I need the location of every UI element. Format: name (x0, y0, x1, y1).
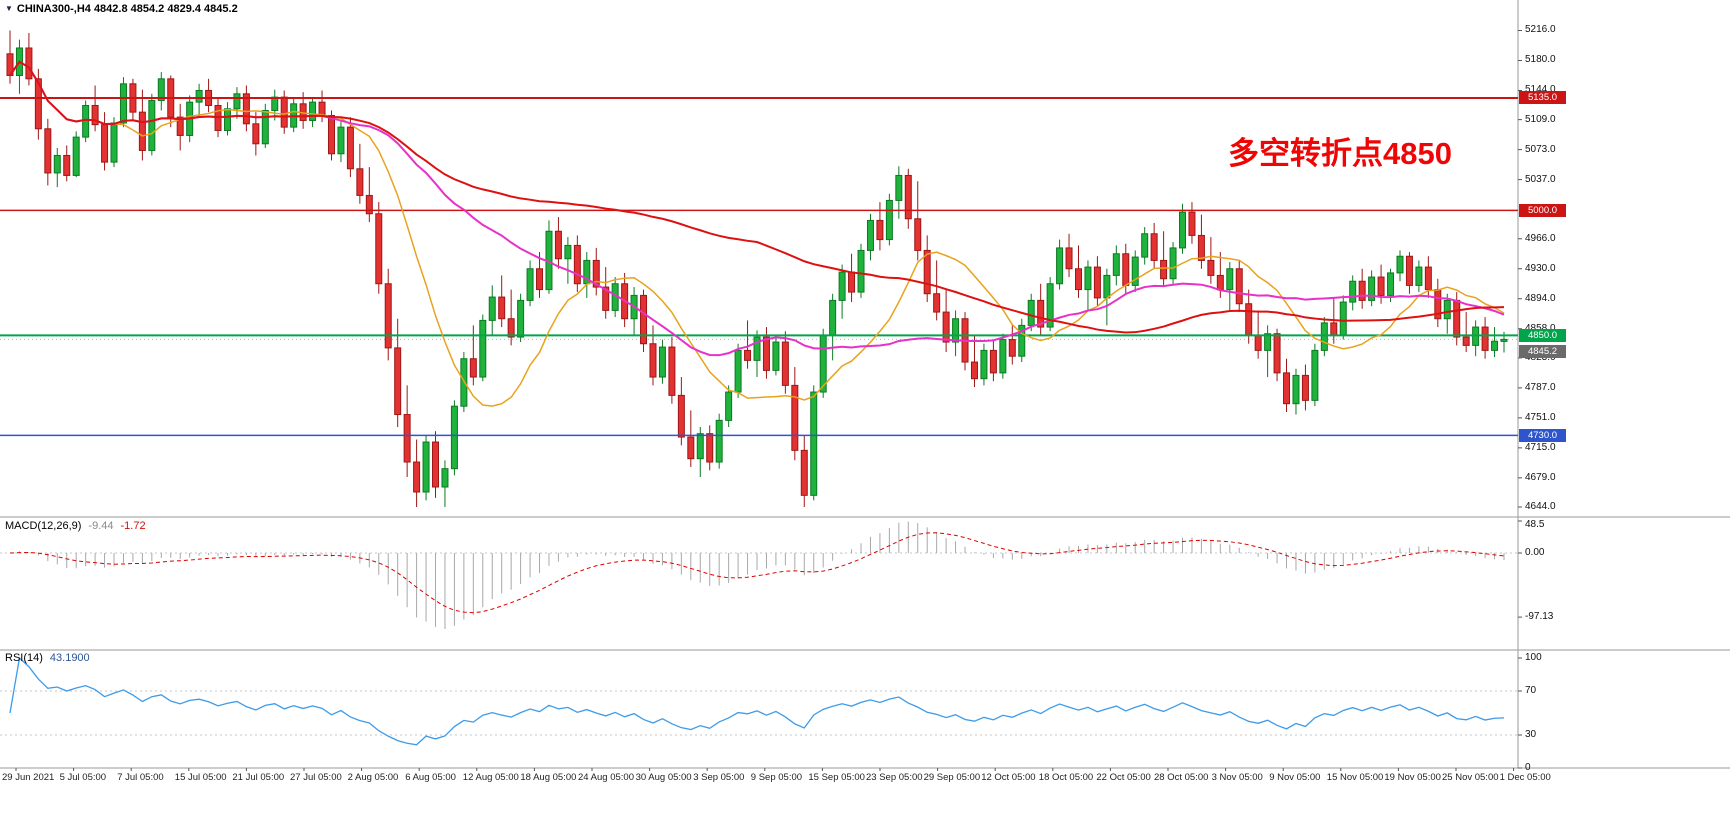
time-tick-label[interactable]: 9 Nov 05:00 (1269, 772, 1321, 783)
panel-separators (0, 0, 1730, 769)
price-tick-label: 4966.0 (1525, 232, 1556, 244)
rsi-tick-label: 100 (1525, 652, 1542, 663)
rsi-level-lines (0, 690, 1518, 736)
price-tick-label: 4644.0 (1525, 501, 1556, 512)
rsi-value: 43.1900 (49, 652, 90, 664)
price-tick-label: 5073.0 (1525, 143, 1556, 155)
price-tick-label: 5144.0 (1525, 84, 1556, 96)
price-tick-label: 4751.0 (1525, 411, 1556, 423)
rsi-tick-label: 0 (1525, 762, 1531, 773)
time-tick-label[interactable]: 21 Jul 05:00 (232, 772, 285, 783)
time-tick-label[interactable]: 6 Aug 05:00 (405, 772, 456, 783)
time-tick-label[interactable]: 23 Sep 05:00 (866, 772, 923, 783)
macd-histogram-value: -9.44 (88, 520, 114, 532)
time-tick-label[interactable]: 29 Sep 05:00 (923, 772, 981, 783)
time-tick-label[interactable]: 15 Jul 05:00 (174, 772, 227, 783)
time-tick-label[interactable]: 18 Aug 05:00 (520, 772, 577, 783)
rsi-tick-label: 30 (1525, 729, 1537, 740)
price-tick-label: 5180.0 (1525, 54, 1556, 66)
price-tick-label: 4858.0 (1525, 322, 1556, 334)
macd-signal-value: -1.72 (120, 520, 146, 532)
macd-signal-line (9, 532, 1505, 614)
ma-line-80 (9, 60, 1505, 334)
rsi-line (9, 656, 1505, 746)
time-tick-label[interactable]: 1 Dec 05:00 (1499, 772, 1551, 783)
time-tick-label[interactable]: 2 Aug 05:00 (347, 772, 399, 783)
time-tick-label[interactable]: 12 Aug 05:00 (462, 772, 519, 783)
macd-tick-label: 48.5 (1525, 519, 1545, 530)
ma-line-12 (9, 60, 1505, 407)
annotation-text: 多空转折点4850 (1228, 136, 1452, 171)
price-tick-label: 4715.0 (1525, 441, 1556, 453)
price-tick-label: 4823.0 (1525, 351, 1556, 363)
price-tick-label: 4787.0 (1525, 381, 1556, 393)
time-tick-label[interactable]: 22 Oct 05:00 (1096, 772, 1151, 783)
time-tick-label[interactable]: 5 Jul 05:00 (59, 772, 107, 783)
time-tick-label[interactable]: 25 Nov 05:00 (1442, 772, 1499, 783)
horizontal-price-lines[interactable] (0, 96, 1518, 437)
macd-name: MACD(12,26,9) (5, 520, 82, 532)
price-tick-label: 5109.0 (1525, 113, 1556, 125)
price-tick-label: 5216.0 (1525, 24, 1556, 36)
price-tick-label: 5037.0 (1525, 173, 1556, 185)
time-tick-label[interactable]: 9 Sep 05:00 (750, 772, 803, 783)
time-tick-label[interactable]: 27 Jul 05:00 (290, 772, 342, 783)
time-tick-label[interactable]: 18 Oct 05:00 (1038, 772, 1094, 783)
chart-title: ▼ CHINA300-,H4 4842.8 4854.2 4829.4 4845.… (5, 3, 238, 15)
axis-tick-marks (15, 29, 1522, 771)
symbol-ohlc-text: CHINA300-,H4 4842.8 4854.2 4829.4 4845.2 (16, 3, 238, 15)
rsi-tick-label: 70 (1525, 685, 1537, 696)
time-axis[interactable]: 29 Jun 2021 5 Jul 05:00 7 Jul 05:00 15 Jul … (0, 768, 1730, 796)
time-tick-label[interactable]: 15 Nov 05:00 (1326, 772, 1384, 783)
time-tick-label[interactable]: 7 Jul 05:00 (117, 772, 164, 783)
macd-indicator-label: MACD(12,26,9) -9.44 -1.72 (5, 520, 146, 532)
time-tick-label[interactable]: 3 Sep 05:00 (693, 772, 745, 783)
dropdown-arrow-icon[interactable]: ▼ (5, 4, 13, 13)
time-tick-label[interactable]: 19 Nov 05:00 (1384, 772, 1441, 783)
time-tick-label[interactable]: 30 Aug 05:00 (635, 772, 692, 783)
price-tick-label: 4930.0 (1525, 262, 1556, 274)
rsi-name: RSI(14) (5, 652, 43, 664)
price-tick-label: 4894.0 (1525, 292, 1556, 304)
time-tick-label[interactable]: 12 Oct 05:00 (981, 772, 1036, 783)
time-tick-label[interactable]: 29 Jun 2021 (2, 772, 55, 783)
time-tick-label[interactable]: 15 Sep 05:00 (808, 772, 865, 783)
rsi-indicator-label: RSI(14) 43.1900 (5, 652, 90, 664)
time-tick-label[interactable]: 24 Aug 05:00 (578, 772, 634, 783)
macd-tick-label: -97.13 (1525, 611, 1554, 623)
macd-histogram (18, 521, 1505, 630)
time-tick-label[interactable]: 3 Nov 05:00 (1211, 772, 1263, 783)
price-tick-label: 4679.0 (1525, 471, 1556, 483)
price-axis[interactable]: 5216.0 5180.0 5144.0 5109.0 5073.0 5037.0 4966… (1518, 0, 1730, 773)
macd-tick-label: 0.00 (1525, 547, 1545, 558)
time-tick-label[interactable]: 28 Oct 05:00 (1154, 772, 1209, 783)
